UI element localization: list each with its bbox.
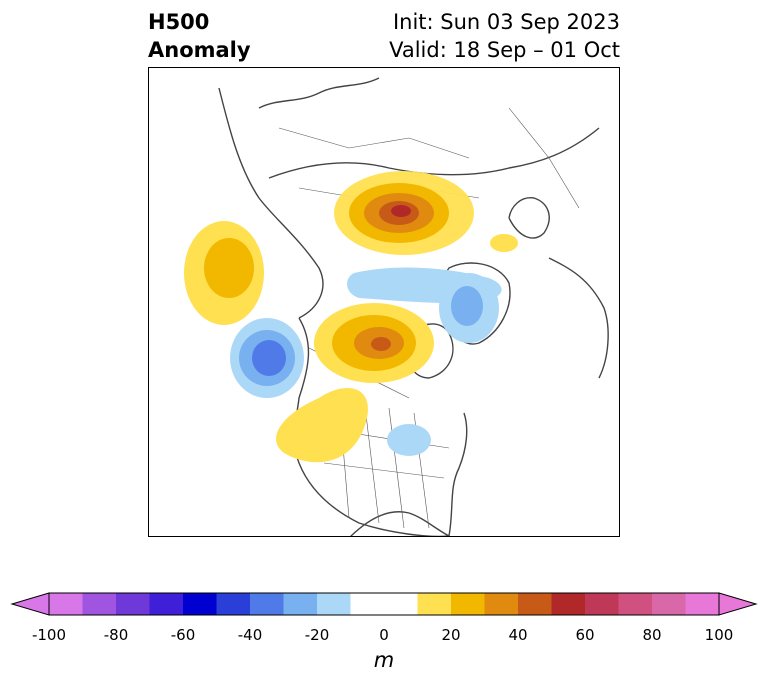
- colorbar-segment: [317, 593, 351, 615]
- anomaly-alaska-40: [252, 340, 286, 376]
- anomaly-canada-50: [371, 337, 391, 351]
- colorbar-segment: [652, 593, 686, 615]
- colorbar: [10, 592, 758, 616]
- colorbar-tick-label: 20: [441, 626, 461, 644]
- colorbar-segment: [116, 593, 150, 615]
- colorbar-tick-label: -40: [237, 626, 263, 644]
- colorbar-under-arrow: [10, 592, 50, 616]
- colorbar-segment: [417, 593, 451, 615]
- anomaly-map: [184, 77, 609, 536]
- anomaly-title: Anomaly: [148, 38, 251, 62]
- colorbar-segment: [183, 593, 217, 615]
- colorbar-segment: [451, 593, 485, 615]
- anomaly-atlantic-30: [451, 286, 483, 326]
- colorbar-segment: [585, 593, 619, 615]
- variable-title: H500: [148, 10, 210, 34]
- anomaly-greatlakes-20: [387, 424, 431, 456]
- colorbar-segment: [551, 593, 585, 615]
- negative-anomalies: [230, 267, 502, 456]
- colorbar-segment: [49, 593, 83, 615]
- colorbar-tick-label: 80: [642, 626, 662, 644]
- anomaly-siberia-60: [391, 205, 411, 217]
- map-frame: [148, 67, 620, 537]
- colorbar-segment: [350, 593, 418, 615]
- colorbar-segment: [250, 593, 284, 615]
- title-left: H500 Anomaly: [148, 8, 251, 64]
- colorbar-tick-label: -60: [170, 626, 196, 644]
- title-right: Init: Sun 03 Sep 2023 Valid: 18 Sep – 01…: [389, 8, 620, 64]
- colorbar-segment: [518, 593, 552, 615]
- colorbar-segment: [149, 593, 183, 615]
- borders: [278, 107, 580, 529]
- colorbar-segment: [484, 593, 518, 615]
- colorbar-tick-label: -100: [31, 626, 67, 644]
- colorbar-segment: [216, 593, 250, 615]
- colorbar-tick-label: 0: [379, 626, 389, 644]
- colorbar-segment: [685, 593, 719, 615]
- anomaly-scandinavia-20: [490, 234, 518, 252]
- init-date: Init: Sun 03 Sep 2023: [392, 10, 620, 34]
- valid-range: Valid: 18 Sep – 01 Oct: [389, 38, 620, 62]
- coastlines: [218, 77, 609, 536]
- colorbar-unit: m: [373, 648, 395, 672]
- colorbar-tick-label: -80: [103, 626, 129, 644]
- colorbar-segment: [618, 593, 652, 615]
- colorbar-tick-label: 100: [704, 626, 734, 644]
- colorbar-segment: [82, 593, 116, 615]
- colorbar-tick-label: 40: [508, 626, 528, 644]
- colorbar-tick-label: 60: [575, 626, 595, 644]
- colorbar-over-arrow: [718, 592, 758, 616]
- colorbar-segment: [283, 593, 317, 615]
- colorbar-tick-label: -20: [304, 626, 330, 644]
- anomaly-pacific-30: [204, 238, 254, 298]
- positive-anomalies: [184, 171, 518, 463]
- anomaly-west-na-20: [276, 388, 368, 463]
